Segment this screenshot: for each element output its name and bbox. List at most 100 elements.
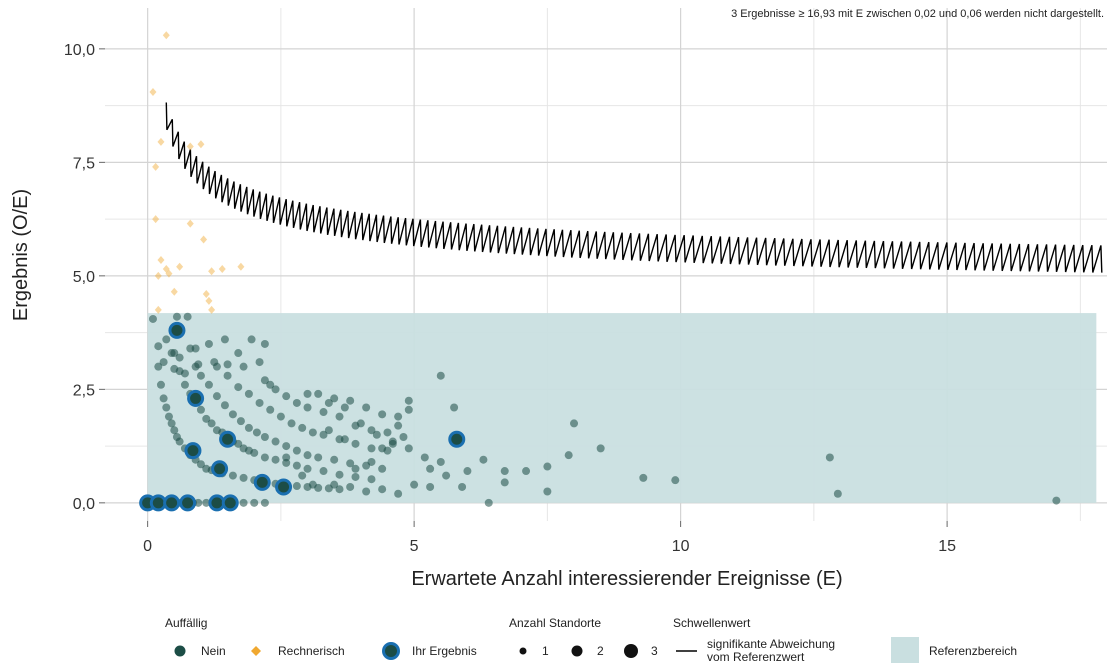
point-nein [159,394,168,403]
legend-size-label-2: 2 [597,644,604,658]
point-nein [522,467,531,476]
point-nein [825,453,834,462]
point-nein [367,475,376,484]
point-nein [154,362,163,371]
point-nein [255,358,264,367]
point-nein [220,401,229,410]
point-nein [367,426,376,435]
point-rechnerisch [197,140,205,149]
point-nein [234,439,243,448]
point-nein [260,433,269,442]
point-nein [271,437,280,446]
point-nein [346,459,355,468]
point-nein [282,442,291,451]
point-nein [410,480,419,489]
point-nein [260,376,269,385]
point-rechnerisch [170,287,178,296]
legend-label-ihr-ergebnis: Ihr Ergebnis [412,644,477,658]
y-tick-label: 2,5 [73,382,95,399]
point-nein [378,444,387,453]
point-nein [170,426,179,435]
point-nein [484,498,493,507]
point-nein [298,423,307,432]
point-nein [378,464,387,473]
point-nein [450,403,459,412]
legend-label-rechnerisch: Rechnerisch [278,644,345,658]
x-tick-label: 0 [143,538,152,555]
point-nein [346,482,355,491]
point-nein [314,389,323,398]
point-rechnerisch [157,255,165,264]
point-rechnerisch [154,305,162,314]
point-nein [378,410,387,419]
point-nein [234,349,243,358]
legend-size-1 [519,647,527,655]
legend-size-2 [571,645,583,657]
point-rechnerisch [186,219,194,228]
point-nein [564,451,573,460]
point-nein [394,489,403,498]
y-tick-label: 5,0 [73,269,95,286]
point-nein [351,472,360,481]
point-nein [330,394,339,403]
point-nein [639,473,648,482]
point-ihr-ergebnis [163,494,181,512]
point-rechnerisch [162,31,170,40]
point-nein [196,405,205,414]
point-nein [292,482,301,491]
point-nein [404,396,413,405]
point-nein [207,419,216,428]
point-nein [180,380,189,389]
reference-band [147,313,1097,503]
threshold-curve [165,102,1103,273]
point-rechnerisch [152,162,160,171]
point-nein [282,453,291,462]
point-nein [426,482,435,491]
point-nein [244,389,253,398]
point-nein [223,360,232,369]
point-rechnerisch [218,265,226,274]
point-nein [244,423,253,432]
point-nein [228,471,237,480]
threshold-line [165,102,1103,273]
point-nein [303,403,312,412]
point-nein [351,439,360,448]
point-nein [340,435,349,444]
x-tick-label: 10 [672,538,690,555]
point-nein [340,403,349,412]
point-nein [250,448,259,457]
point-nein [204,339,213,348]
point-nein [223,371,232,380]
point-nein [500,467,509,476]
point-nein [196,460,205,469]
point-nein [319,408,328,417]
point-nein [204,380,213,389]
point-ihr-ergebnis [184,442,202,460]
point-nein [330,480,339,489]
point-nein [186,344,195,353]
point-nein [335,485,344,494]
point-nein [266,380,275,389]
legend: Auffällig Nein Rechnerisch Ihr Ergebnis … [165,616,1017,664]
point-nein [156,380,165,389]
point-nein [335,412,344,421]
point-nein [362,403,371,412]
point-nein [292,461,301,470]
legend-title-schwellenwert: Schwellenwert [673,616,751,630]
point-nein [196,371,205,380]
point-ihr-ergebnis [448,430,466,448]
point-nein [319,430,328,439]
point-nein [202,498,211,507]
point-nein [164,412,173,421]
legend-swatch-referenzbereich [891,637,919,663]
point-nein [383,428,392,437]
point-nein [388,437,397,446]
point-nein [324,398,333,407]
point-rechnerisch [154,271,162,280]
point-nein [442,471,451,480]
point-nein [330,455,339,464]
chart-note: 3 Ergebnisse ≥ 16,93 mit E zwischen 0,02… [731,8,1104,20]
point-rechnerisch [149,87,157,96]
point-nein [191,362,200,371]
point-nein [394,421,403,430]
